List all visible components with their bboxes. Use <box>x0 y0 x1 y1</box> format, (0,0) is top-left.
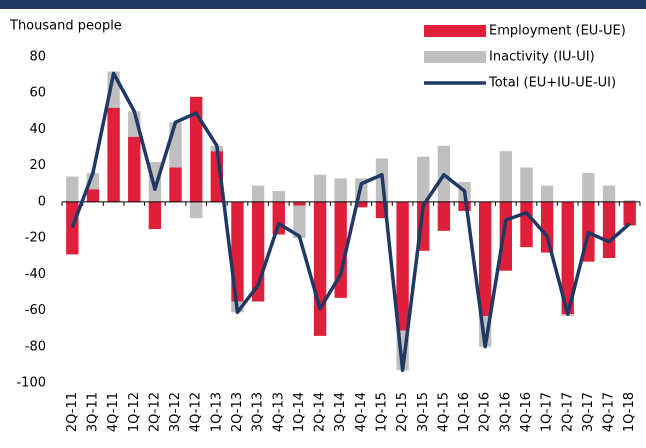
x-tick-label: 4Q-14 <box>354 392 369 432</box>
x-tick-label: 2Q-11 <box>65 392 80 432</box>
x-tick-label: 2Q-17 <box>560 392 575 432</box>
bar <box>396 201 409 331</box>
x-tick-label: 3Q-11 <box>85 392 100 432</box>
bar <box>602 201 616 259</box>
bar <box>602 185 616 202</box>
x-tick-label: 4Q-16 <box>519 392 534 432</box>
y-tick-label: -60 <box>25 303 46 318</box>
y-tick-label: 0 <box>38 194 46 209</box>
bar <box>334 201 347 298</box>
bar <box>66 201 79 255</box>
x-tick-label: 2Q-16 <box>478 392 493 432</box>
bar <box>417 156 430 202</box>
bar <box>582 172 595 202</box>
x-tick-label: 3Q-16 <box>498 392 513 432</box>
bar <box>107 107 120 202</box>
legend-swatch <box>424 51 486 63</box>
bar <box>66 176 79 202</box>
legend-swatch <box>424 25 486 37</box>
bar <box>293 201 306 206</box>
x-tick-label: 3Q-13 <box>251 392 266 432</box>
bar <box>313 201 327 336</box>
x-tick-label: 1Q-17 <box>540 392 555 432</box>
bar <box>458 201 471 211</box>
x-tick-label: 4Q-11 <box>106 392 121 432</box>
x-tick-label: 3Q-15 <box>416 392 431 432</box>
x-tick-label: 4Q-15 <box>436 392 451 432</box>
bar <box>272 191 285 202</box>
bar <box>623 201 636 226</box>
bar <box>189 201 203 219</box>
bar <box>520 167 533 202</box>
bar <box>169 167 182 202</box>
x-tick-label: 2Q-15 <box>395 392 410 432</box>
bar <box>437 201 451 231</box>
y-tick-label: -100 <box>16 376 46 391</box>
x-tick-label: 1Q-12 <box>127 392 142 432</box>
y-tick-label: -40 <box>25 267 46 282</box>
x-tick-label: 2Q-12 <box>147 392 162 432</box>
legend-label: Total (EU+IU-UE-UI) <box>488 76 616 91</box>
bar <box>540 201 554 253</box>
x-tick-label: 1Q-16 <box>457 392 472 432</box>
header-bar <box>0 0 646 9</box>
x-tick-label: 4Q-12 <box>189 392 204 432</box>
bar <box>272 201 285 235</box>
line <box>70 71 631 373</box>
bar <box>86 189 100 202</box>
y-axis-label: Thousand people <box>9 19 122 34</box>
y-tick-label: 60 <box>29 86 46 101</box>
bar <box>313 174 327 202</box>
bar <box>561 201 574 315</box>
bar <box>293 205 306 239</box>
bar <box>499 151 513 202</box>
bar <box>148 201 162 230</box>
x-tick-label: 1Q-15 <box>374 392 389 432</box>
x-tick-label: 4Q-13 <box>271 392 286 432</box>
bar <box>478 201 492 316</box>
bar <box>334 178 347 202</box>
bar <box>520 201 533 248</box>
x-tick-label: 3Q-12 <box>168 392 183 432</box>
x-tick-label: 1Q-18 <box>622 392 637 432</box>
bar <box>189 96 203 202</box>
x-tick-label: 2Q-13 <box>230 392 245 432</box>
bar <box>251 185 265 202</box>
x-tick-label: 1Q-14 <box>292 392 307 432</box>
legend-label: Employment (EU-UE) <box>489 24 626 39</box>
y-tick-label: -80 <box>25 339 46 354</box>
y-tick-label: 80 <box>29 50 46 65</box>
legend-label: Inactivity (IU-UI) <box>489 50 595 65</box>
y-tick-label: 40 <box>29 122 46 137</box>
bar <box>128 136 141 202</box>
bar <box>169 122 182 168</box>
x-tick-label: 4Q-17 <box>602 392 617 432</box>
y-tick-label: -20 <box>25 231 46 246</box>
bar <box>623 200 636 202</box>
x-tick-label: 3Q-17 <box>581 392 596 432</box>
x-tick-label: 2Q-14 <box>313 392 328 432</box>
x-tick-label: 1Q-13 <box>209 392 224 432</box>
y-tick-label: 20 <box>29 158 46 173</box>
x-tick-label: 3Q-14 <box>333 392 348 432</box>
bar <box>355 201 368 208</box>
bar <box>540 185 554 202</box>
